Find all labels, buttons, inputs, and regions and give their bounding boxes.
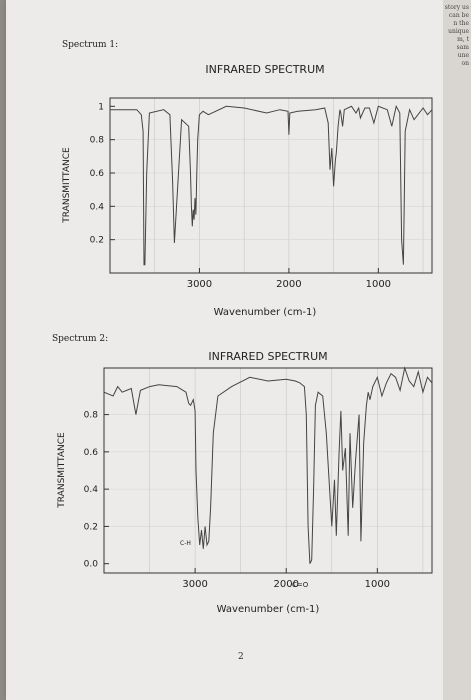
x-tick-label: 2000 — [276, 279, 301, 290]
y-tick-label: 0.8 — [84, 411, 99, 421]
spectrum-2-label: Spectrum 2: — [52, 334, 109, 344]
chart-2: 0.8 0.6 0.4 0.2 0.0 3000 2000 1000 INFRARED SP… — [57, 350, 433, 615]
y-tick-label: 0.0 — [84, 560, 99, 570]
chart-2-x-label: Wavenumber (cm-1) — [217, 604, 320, 615]
y-tick-label: 1 — [98, 102, 104, 112]
x-tick-label: 1000 — [365, 579, 390, 590]
chart-2-y-ticks: 0.8 0.6 0.4 0.2 0.0 — [84, 411, 109, 570]
spectrum-1-label: Spectrum 1: — [62, 40, 119, 50]
chart-1-title: INFRARED SPECTRUM — [205, 63, 324, 76]
chart-1-x-ticks: 3000 2000 1000 — [187, 268, 391, 290]
chart-2-title: INFRARED SPECTRUM — [208, 350, 327, 363]
x-tick-label: 2000 — [273, 579, 298, 590]
y-tick-label: 0.8 — [90, 136, 105, 146]
x-tick-label: 3000 — [182, 579, 207, 590]
next-page-edge: story us can be n the unique m, t sam un… — [443, 0, 471, 700]
x-tick-label: 1000 — [366, 279, 391, 290]
chart-1-y-label: TRANSMITTANCE — [62, 147, 72, 224]
chart-1-frame — [109, 97, 433, 274]
chart-2-grid — [104, 368, 432, 573]
y-tick-label: 0.4 — [84, 485, 99, 495]
x-tick-label: 3000 — [187, 279, 212, 290]
chart-2-annotation-ch: C-H — [180, 540, 191, 547]
page-number: 2 — [238, 652, 244, 662]
y-tick-label: 0.2 — [90, 236, 104, 246]
chart-2-y-label: TRANSMITTANCE — [57, 432, 67, 509]
y-tick-label: 0.4 — [90, 202, 105, 212]
chart-1-y-ticks: 1 0.8 0.6 0.4 0.2 — [90, 102, 115, 246]
chart-2-x-ticks: 3000 2000 1000 — [182, 568, 390, 590]
next-page-text: story us can be n the unique m, t sam un… — [444, 4, 469, 67]
chart-1-grid — [110, 98, 432, 273]
chart-2-spectrum-line — [103, 366, 433, 564]
worksheet-page — [6, 0, 446, 700]
chart-2-frame — [103, 367, 433, 574]
y-tick-label: 0.2 — [84, 522, 98, 532]
chart-1-spectrum-line — [110, 104, 433, 266]
chart-2-annotation-co: C=O — [292, 581, 309, 589]
y-tick-label: 0.6 — [90, 169, 105, 179]
chart-1: 1 0.8 0.6 0.4 0.2 3000 2000 1000 INFRARED SPEC… — [62, 63, 433, 318]
chart-1-x-label: Wavenumber (cm-1) — [214, 307, 317, 318]
y-tick-label: 0.6 — [84, 448, 99, 458]
